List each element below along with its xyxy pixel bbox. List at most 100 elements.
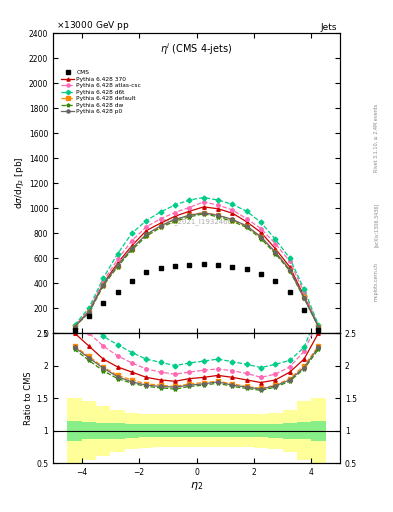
- Legend: CMS, Pythia 6.428 370, Pythia 6.428 atlas-csc, Pythia 6.428 d6t, Pythia 6.428 de: CMS, Pythia 6.428 370, Pythia 6.428 atla…: [59, 68, 143, 117]
- Pythia 6.428 p0: [86, 309, 91, 315]
- CMS: [230, 264, 235, 270]
- Pythia 6.428 default: [287, 267, 292, 273]
- Pythia 6.428 p0: [244, 223, 249, 229]
- Pythia 6.428 d6t: [115, 251, 120, 257]
- Text: Rivet 3.1.10, ≥ 2.4M events: Rivet 3.1.10, ≥ 2.4M events: [374, 104, 379, 173]
- Pythia 6.428 atlas-csc: [302, 289, 307, 295]
- CMS: [316, 327, 321, 333]
- Pythia 6.428 dw: [158, 224, 163, 230]
- Pythia 6.428 d6t: [259, 220, 263, 226]
- Y-axis label: Ratio to CMS: Ratio to CMS: [24, 371, 33, 425]
- Pythia 6.428 dw: [287, 268, 292, 274]
- CMS: [86, 312, 91, 318]
- Pythia 6.428 default: [158, 223, 163, 229]
- Pythia 6.428 370: [259, 229, 263, 236]
- CMS: [187, 262, 192, 268]
- Pythia 6.428 default: [130, 246, 134, 252]
- Pythia 6.428 p0: [302, 295, 307, 301]
- Pythia 6.428 default: [173, 217, 177, 223]
- Pythia 6.428 atlas-csc: [86, 307, 91, 313]
- Pythia 6.428 d6t: [244, 208, 249, 215]
- Pythia 6.428 d6t: [101, 275, 106, 281]
- Pythia 6.428 370: [144, 227, 149, 233]
- Pythia 6.428 dw: [72, 324, 77, 330]
- Pythia 6.428 dw: [316, 324, 321, 330]
- Text: $\eta^i$ (CMS 4-jets): $\eta^i$ (CMS 4-jets): [160, 41, 233, 56]
- Pythia 6.428 d6t: [316, 322, 321, 328]
- Pythia 6.428 370: [216, 206, 220, 212]
- Pythia 6.428 d6t: [86, 305, 91, 311]
- Text: Jets: Jets: [321, 23, 337, 32]
- Pythia 6.428 dw: [302, 295, 307, 302]
- Pythia 6.428 d6t: [287, 255, 292, 261]
- Pythia 6.428 370: [273, 246, 278, 252]
- Pythia 6.428 default: [259, 234, 263, 240]
- Pythia 6.428 atlas-csc: [273, 241, 278, 247]
- Pythia 6.428 atlas-csc: [201, 199, 206, 205]
- Pythia 6.428 dw: [173, 218, 177, 224]
- Pythia 6.428 atlas-csc: [115, 257, 120, 263]
- CMS: [302, 307, 307, 313]
- CMS: [273, 278, 278, 284]
- Pythia 6.428 370: [101, 281, 106, 287]
- Pythia 6.428 atlas-csc: [230, 207, 235, 213]
- Pythia 6.428 d6t: [302, 286, 307, 292]
- Pythia 6.428 370: [158, 220, 163, 226]
- Pythia 6.428 p0: [230, 216, 235, 222]
- CMS: [259, 271, 263, 277]
- Pythia 6.428 atlas-csc: [158, 216, 163, 222]
- Pythia 6.428 dw: [86, 310, 91, 316]
- Pythia 6.428 d6t: [144, 218, 149, 224]
- Pythia 6.428 dw: [244, 224, 249, 230]
- Pythia 6.428 dw: [201, 210, 206, 217]
- Pythia 6.428 370: [230, 210, 235, 216]
- Pythia 6.428 dw: [130, 247, 134, 253]
- CMS: [158, 265, 163, 271]
- Pythia 6.428 p0: [201, 210, 206, 216]
- Pythia 6.428 default: [187, 212, 192, 218]
- Pythia 6.428 p0: [101, 282, 106, 288]
- Pythia 6.428 default: [273, 249, 278, 255]
- Pythia 6.428 p0: [259, 234, 263, 240]
- CMS: [101, 300, 106, 306]
- Text: mcplots.cern.ch: mcplots.cern.ch: [374, 262, 379, 301]
- Pythia 6.428 d6t: [201, 195, 206, 201]
- Pythia 6.428 default: [302, 294, 307, 301]
- CMS: [173, 263, 177, 269]
- Pythia 6.428 370: [187, 208, 192, 215]
- X-axis label: $\eta_2$: $\eta_2$: [190, 480, 203, 492]
- Pythia 6.428 p0: [72, 324, 77, 330]
- Line: Pythia 6.428 dw: Pythia 6.428 dw: [72, 211, 321, 329]
- Pythia 6.428 dw: [115, 264, 120, 270]
- CMS: [130, 278, 134, 284]
- Text: $\times$13000 GeV pp: $\times$13000 GeV pp: [56, 19, 129, 32]
- CMS: [115, 289, 120, 295]
- Pythia 6.428 d6t: [230, 201, 235, 207]
- Pythia 6.428 atlas-csc: [101, 278, 106, 284]
- CMS: [244, 266, 249, 272]
- Pythia 6.428 default: [216, 212, 220, 218]
- Pythia 6.428 atlas-csc: [144, 224, 149, 230]
- CMS: [201, 261, 206, 267]
- Pythia 6.428 370: [130, 243, 134, 249]
- Pythia 6.428 dw: [216, 214, 220, 220]
- Pythia 6.428 atlas-csc: [287, 258, 292, 264]
- Pythia 6.428 370: [86, 308, 91, 314]
- Pythia 6.428 d6t: [72, 322, 77, 328]
- Pythia 6.428 370: [173, 213, 177, 219]
- Pythia 6.428 atlas-csc: [130, 238, 134, 244]
- Pythia 6.428 370: [72, 324, 77, 330]
- Pythia 6.428 370: [244, 219, 249, 225]
- Pythia 6.428 p0: [316, 324, 321, 330]
- Pythia 6.428 default: [201, 209, 206, 216]
- Pythia 6.428 atlas-csc: [187, 204, 192, 210]
- CMS: [287, 289, 292, 295]
- Pythia 6.428 p0: [115, 262, 120, 268]
- Pythia 6.428 370: [115, 260, 120, 266]
- Text: [arXiv:1306.3436]: [arXiv:1306.3436]: [374, 203, 379, 247]
- Pythia 6.428 p0: [173, 216, 177, 222]
- Pythia 6.428 dw: [230, 218, 235, 224]
- Pythia 6.428 p0: [187, 212, 192, 219]
- Line: Pythia 6.428 370: Pythia 6.428 370: [73, 205, 320, 329]
- Pythia 6.428 default: [230, 217, 235, 223]
